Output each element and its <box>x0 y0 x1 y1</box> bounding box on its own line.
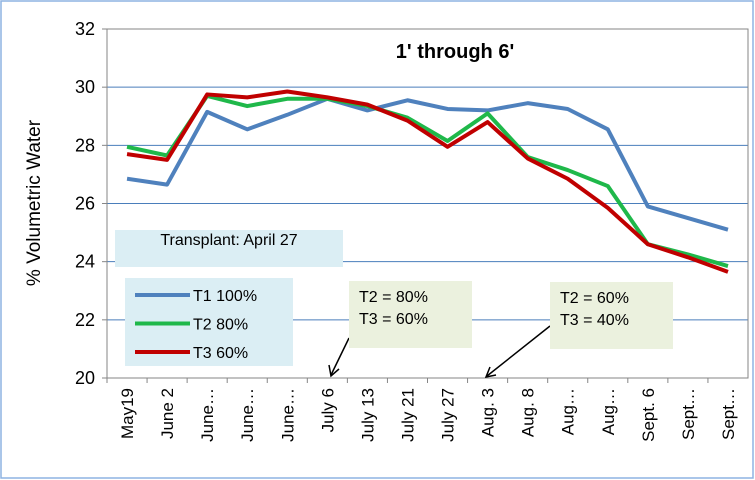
arrowhead <box>484 366 497 379</box>
arrow <box>486 325 551 377</box>
annotation: T2 = 60% T3 = 40% <box>550 282 673 349</box>
legend-label: T3 60% <box>193 345 248 362</box>
series-line <box>126 96 729 232</box>
x-tick-label: Sept… <box>719 388 738 440</box>
x-tick-label: Sept… <box>679 388 698 440</box>
x-tick-label: June 2 <box>158 388 177 439</box>
y-tick-label: 24 <box>75 252 95 272</box>
x-tick-label: June… <box>198 388 217 442</box>
x-tick-label: June… <box>238 388 257 442</box>
chart-title: 1' through 6' <box>396 41 514 63</box>
legend-label: T2 80% <box>193 317 248 334</box>
y-axis-label: % Volumetric Water <box>24 119 45 286</box>
x-tick-label: July 27 <box>439 388 458 442</box>
y-tick-label: 30 <box>75 77 95 97</box>
arrowhead <box>328 364 340 378</box>
x-tick-label: July 13 <box>358 388 377 442</box>
x-tick-label: Aug. 8 <box>519 388 538 437</box>
y-tick-label: 28 <box>75 135 95 155</box>
y-tick-label: 22 <box>75 310 95 330</box>
y-tick-label: 32 <box>75 19 95 39</box>
x-tick-label: May19 <box>118 388 137 439</box>
annotation: T2 = 80% T3 = 60% <box>349 281 472 348</box>
x-tick-label: Sept. 6 <box>639 388 658 442</box>
legend-label: T1 100% <box>193 288 257 305</box>
annotation: Transplant: April 27 <box>115 230 343 267</box>
x-tick-label: June… <box>278 388 297 442</box>
y-tick-label: 20 <box>75 368 95 388</box>
x-tick-label: Aug… <box>599 388 618 435</box>
x-tick-label: July 21 <box>398 388 417 442</box>
x-tick-label: Aug… <box>559 388 578 435</box>
series-line <box>126 93 729 268</box>
y-tick-label: 26 <box>75 194 95 214</box>
arrow <box>330 337 350 376</box>
series-line <box>126 89 729 274</box>
x-tick-label: July 6 <box>318 388 337 432</box>
x-tick-label: Aug. 3 <box>479 388 498 437</box>
